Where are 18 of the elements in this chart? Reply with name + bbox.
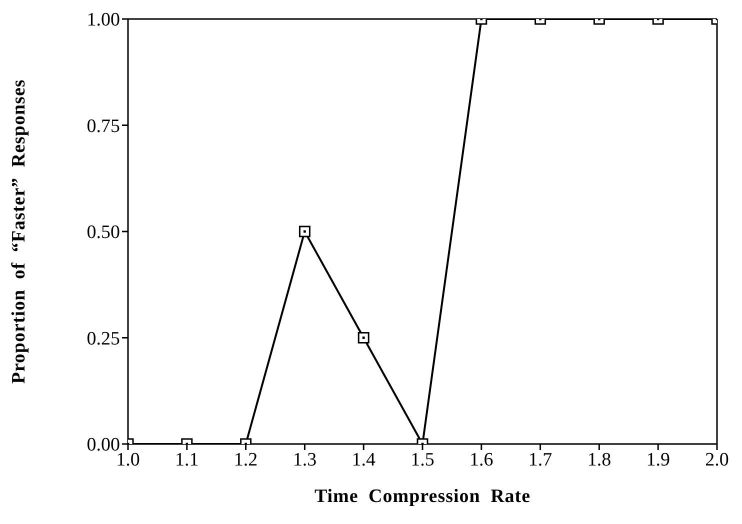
x-tick-label: 1.2 (234, 449, 258, 470)
y-tick-label: 0.50 (86, 222, 120, 244)
x-tick-label: 1.8 (587, 449, 612, 470)
x-tick-label: 2.0 (705, 449, 729, 470)
x-tick-label: 1.7 (528, 449, 552, 470)
y-axis-title: Proportion of “Faster” Responses (8, 79, 30, 384)
x-tick-label: 1.4 (352, 449, 376, 470)
x-tick-label: 1.3 (292, 449, 317, 470)
point (358, 332, 370, 344)
x-tick-label: 1.1 (175, 449, 199, 470)
y-tick-label: 0.75 (86, 116, 120, 137)
x-axis-title: Time Compression Rate (314, 486, 531, 507)
y-tick-label: 1.00 (86, 10, 120, 31)
y-tick-label: 0.25 (86, 328, 120, 350)
x-tick-label: 1.9 (646, 449, 670, 470)
x-tick-label: 1.5 (410, 449, 434, 470)
x-tick-label: 1.6 (470, 449, 494, 470)
point (298, 226, 310, 238)
